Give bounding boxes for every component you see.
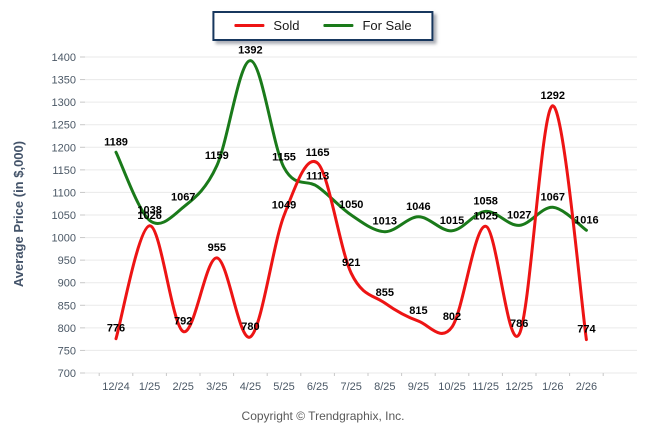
series-line-sold — [114, 104, 588, 342]
x-tick-label: 3/25 — [206, 381, 227, 393]
y-tick-label: 1250 — [52, 120, 76, 132]
data-label-for-sale: 1155 — [272, 152, 296, 164]
y-tick-label: 900 — [58, 278, 76, 290]
x-tick-label: 11/25 — [472, 381, 499, 393]
data-label-for-sale: 1013 — [373, 216, 397, 228]
data-label-sold: 1292 — [541, 90, 565, 102]
data-label-for-sale: 1027 — [507, 209, 531, 221]
data-label-sold: 855 — [376, 287, 394, 299]
chart-legend: Sold For Sale — [212, 11, 434, 41]
data-label-sold: 786 — [510, 318, 528, 330]
y-tick-label: 1050 — [52, 210, 76, 222]
y-tick-label: 1200 — [52, 142, 76, 154]
data-label-sold: 802 — [443, 311, 461, 323]
legend-label-sold: Sold — [273, 18, 300, 33]
data-label-for-sale: 1050 — [339, 199, 363, 211]
x-tick-label: 7/25 — [340, 381, 361, 393]
data-label-for-sale: 1067 — [541, 191, 565, 203]
x-tick-label: 1/25 — [139, 381, 160, 393]
y-tick-label: 1100 — [52, 187, 76, 199]
y-tick-label: 1350 — [52, 75, 76, 87]
data-label-for-sale: 1038 — [137, 204, 161, 216]
data-label-sold: 1165 — [306, 147, 330, 159]
data-label-sold: 955 — [208, 242, 226, 254]
legend-item-for-sale[interactable]: For Sale — [323, 18, 412, 33]
x-tick-label: 4/25 — [240, 381, 261, 393]
data-label-for-sale: 1392 — [238, 45, 262, 57]
y-tick-label: 1300 — [52, 97, 76, 109]
y-tick-label: 1400 — [52, 52, 76, 64]
data-label-sold: 774 — [577, 324, 596, 336]
y-tick-label: 850 — [58, 300, 76, 312]
data-label-sold: 815 — [409, 305, 427, 317]
data-label-sold: 1049 — [272, 199, 296, 211]
legend-label-for-sale: For Sale — [362, 18, 412, 33]
y-tick-label: 800 — [58, 323, 76, 335]
data-label-for-sale: 1113 — [306, 171, 329, 183]
data-label-for-sale: 1016 — [574, 214, 598, 226]
data-label-for-sale: 1067 — [171, 191, 195, 203]
data-label-sold: 1025 — [473, 210, 497, 222]
for-sale-line-swatch-icon — [323, 24, 354, 27]
x-tick-label: 8/25 — [374, 381, 395, 393]
y-tick-label: 1000 — [52, 233, 76, 245]
series-line-for-sale — [114, 59, 588, 234]
y-tick-label: 950 — [58, 255, 76, 267]
x-tick-label: 9/25 — [408, 381, 429, 393]
data-label-for-sale: 1159 — [205, 150, 229, 162]
copyright-text: Copyright © Trendgraphix, Inc. — [241, 409, 405, 423]
x-tick-label: 6/25 — [307, 381, 328, 393]
data-label-for-sale: 1046 — [406, 201, 430, 213]
x-tick-label: 2/26 — [576, 381, 597, 393]
y-tick-label: 1150 — [52, 165, 76, 177]
sold-line-swatch-icon — [234, 24, 265, 27]
x-tick-label: 1/26 — [542, 381, 563, 393]
data-label-for-sale: 1189 — [104, 136, 128, 148]
data-label-sold: 776 — [107, 323, 125, 335]
x-tick-label: 10/25 — [438, 381, 466, 393]
x-tick-label: 5/25 — [273, 381, 294, 393]
y-tick-label: 700 — [58, 368, 76, 380]
y-axis-title: Average Price (in $,000) — [11, 140, 26, 288]
data-label-for-sale: 1058 — [473, 195, 497, 207]
x-tick-label: 12/25 — [505, 381, 533, 393]
y-tick-label: 750 — [58, 345, 76, 357]
x-tick-label: 12/24 — [102, 381, 130, 393]
data-label-sold: 792 — [174, 315, 192, 327]
x-tick-label: 2/25 — [172, 381, 193, 393]
legend-item-sold[interactable]: Sold — [234, 18, 299, 33]
data-label-sold: 921 — [342, 257, 360, 269]
data-label-sold: 780 — [241, 321, 259, 333]
data-label-sold: 1026 — [137, 210, 161, 222]
data-label-for-sale: 1015 — [440, 215, 464, 227]
